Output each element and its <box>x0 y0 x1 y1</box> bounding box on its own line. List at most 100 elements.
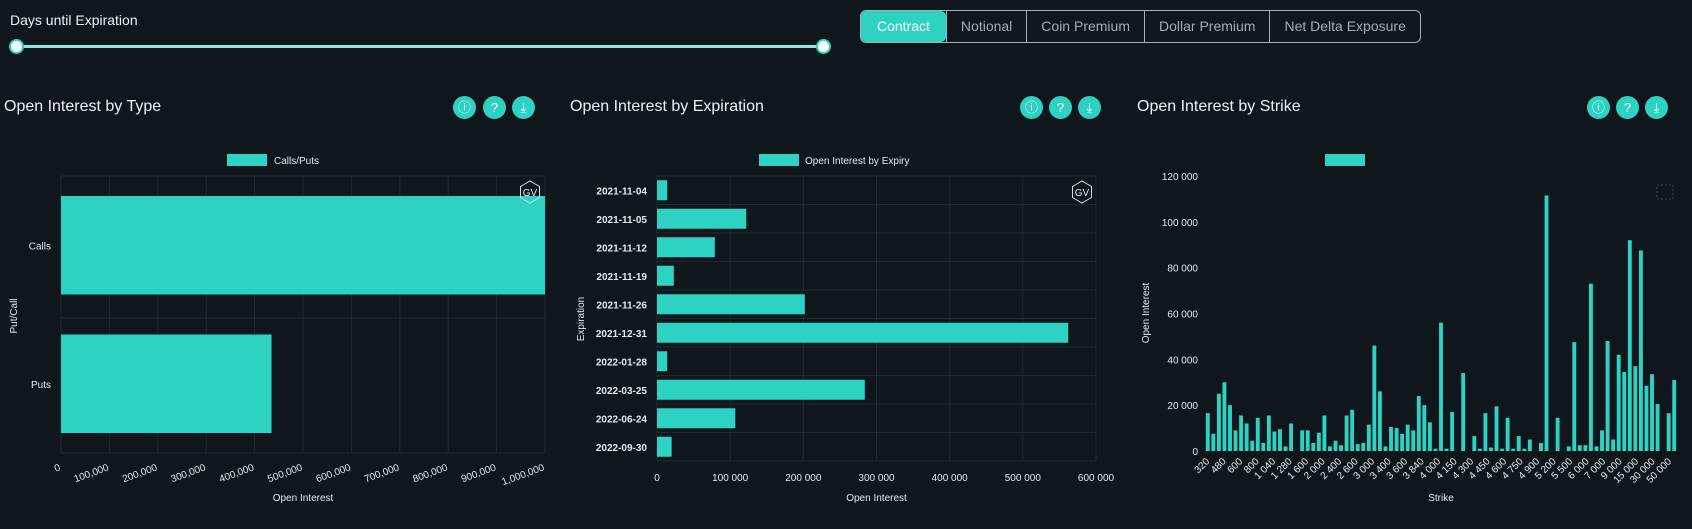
bar <box>1250 440 1255 451</box>
tick-label: 80 000 <box>1167 264 1198 275</box>
category-label: Puts <box>31 380 51 391</box>
category-label: 2021-12-31 <box>596 329 648 340</box>
tick-label: 700,000 <box>363 462 401 485</box>
category-label: 2022-09-30 <box>596 443 648 454</box>
bar <box>1300 430 1305 451</box>
tick-label: 900,000 <box>460 462 498 485</box>
tab-contract[interactable]: Contract <box>861 11 946 42</box>
info-icon[interactable]: ⓘ <box>453 96 476 119</box>
bar <box>1516 436 1521 451</box>
slider-min-handle[interactable] <box>9 39 24 54</box>
bar <box>1477 448 1482 451</box>
bar <box>1644 385 1649 451</box>
watermark-logo: GV <box>523 188 538 199</box>
tick-label: 300,000 <box>169 462 207 485</box>
bar <box>1339 445 1343 451</box>
panel-title-strike: Open Interest by Strike <box>1137 98 1301 115</box>
x-axis-label: Strike <box>1428 493 1454 504</box>
help-icon[interactable]: ? <box>1049 96 1072 119</box>
bar <box>61 334 272 433</box>
info-icon[interactable]: ⓘ <box>1020 96 1043 119</box>
bar <box>657 379 865 400</box>
tick-label: 480 <box>1209 456 1229 476</box>
metric-tab-group: Contract Notional Coin Premium Dollar Pr… <box>860 10 1421 43</box>
bar <box>1577 445 1582 451</box>
watermark-hexagon-icon <box>1072 180 1092 204</box>
y-axis-label: Open Interest <box>1141 282 1152 343</box>
category-label: 2021-11-04 <box>596 186 647 197</box>
bar <box>1266 415 1271 451</box>
bar <box>1255 417 1260 451</box>
download-icon[interactable]: ⤓ <box>1078 96 1101 119</box>
bar <box>1433 448 1438 451</box>
bar <box>1494 406 1499 451</box>
tick-label: 600 000 <box>1078 473 1115 484</box>
tick-label: 0 <box>53 462 62 474</box>
tick-label: 0 <box>654 473 660 484</box>
bar <box>1555 417 1560 451</box>
info-icon[interactable]: ⓘ <box>1587 96 1610 119</box>
tab-dollar-premium[interactable]: Dollar Premium <box>1144 11 1269 42</box>
bar <box>657 180 668 201</box>
tick-label: 400,000 <box>218 462 256 485</box>
expiration-range-slider[interactable] <box>9 39 831 54</box>
bar <box>1522 448 1527 451</box>
category-label: 2021-11-12 <box>596 243 647 254</box>
tick-label: 20 000 <box>1167 401 1198 412</box>
tick-label: 60 000 <box>1167 310 1198 321</box>
bar <box>1411 430 1416 451</box>
legend-swatch <box>1325 154 1365 166</box>
bar <box>1638 250 1643 451</box>
legend-label: Calls/Puts <box>274 156 319 167</box>
download-icon[interactable]: ⤓ <box>1645 96 1668 119</box>
tick-label: 500,000 <box>266 462 304 485</box>
bar <box>1572 342 1577 451</box>
watermark-logo: GV <box>1075 188 1090 199</box>
bar <box>1439 322 1443 451</box>
tick-label: 320 <box>1193 456 1213 476</box>
download-icon[interactable]: ⤓ <box>512 96 535 119</box>
bar <box>1228 405 1232 451</box>
tick-label: 1,000,000 <box>500 462 546 488</box>
bar <box>1322 415 1327 451</box>
bar <box>1427 422 1432 451</box>
tick-label: 300 000 <box>858 473 895 484</box>
tick-label: 100,000 <box>73 462 111 485</box>
bar <box>657 351 668 372</box>
bar <box>1566 446 1571 451</box>
bar <box>1350 409 1355 451</box>
slider-max-handle[interactable] <box>816 39 831 54</box>
bar <box>1616 354 1621 451</box>
bar <box>657 408 736 429</box>
bar <box>1472 436 1477 451</box>
help-icon[interactable]: ? <box>483 96 506 119</box>
bar <box>1622 371 1627 451</box>
bar <box>1278 429 1282 451</box>
bar <box>1405 424 1410 451</box>
tab-net-delta-exposure[interactable]: Net Delta Exposure <box>1269 11 1419 42</box>
bar <box>1400 433 1405 451</box>
category-label: 2022-03-25 <box>596 386 648 397</box>
bar <box>1333 440 1338 451</box>
bar <box>1233 430 1238 451</box>
bar <box>1244 423 1249 451</box>
help-icon[interactable]: ? <box>1616 96 1639 119</box>
bar <box>1389 426 1393 451</box>
bar <box>1650 374 1654 451</box>
tab-coin-premium[interactable]: Coin Premium <box>1026 11 1144 42</box>
bar <box>1655 404 1660 451</box>
legend-swatch <box>759 154 799 166</box>
tab-notional[interactable]: Notional <box>945 11 1026 42</box>
tick-label: 0 <box>1192 447 1198 458</box>
bar <box>1450 412 1455 451</box>
category-label: 2022-01-28 <box>596 357 648 368</box>
tick-label: 800,000 <box>411 462 449 485</box>
bar <box>1416 396 1421 451</box>
legend-swatch <box>227 154 267 166</box>
bar <box>657 322 1069 343</box>
tick-label: 200,000 <box>121 462 159 485</box>
bar <box>1239 415 1244 451</box>
bar <box>1327 446 1332 451</box>
bar <box>1366 424 1371 451</box>
